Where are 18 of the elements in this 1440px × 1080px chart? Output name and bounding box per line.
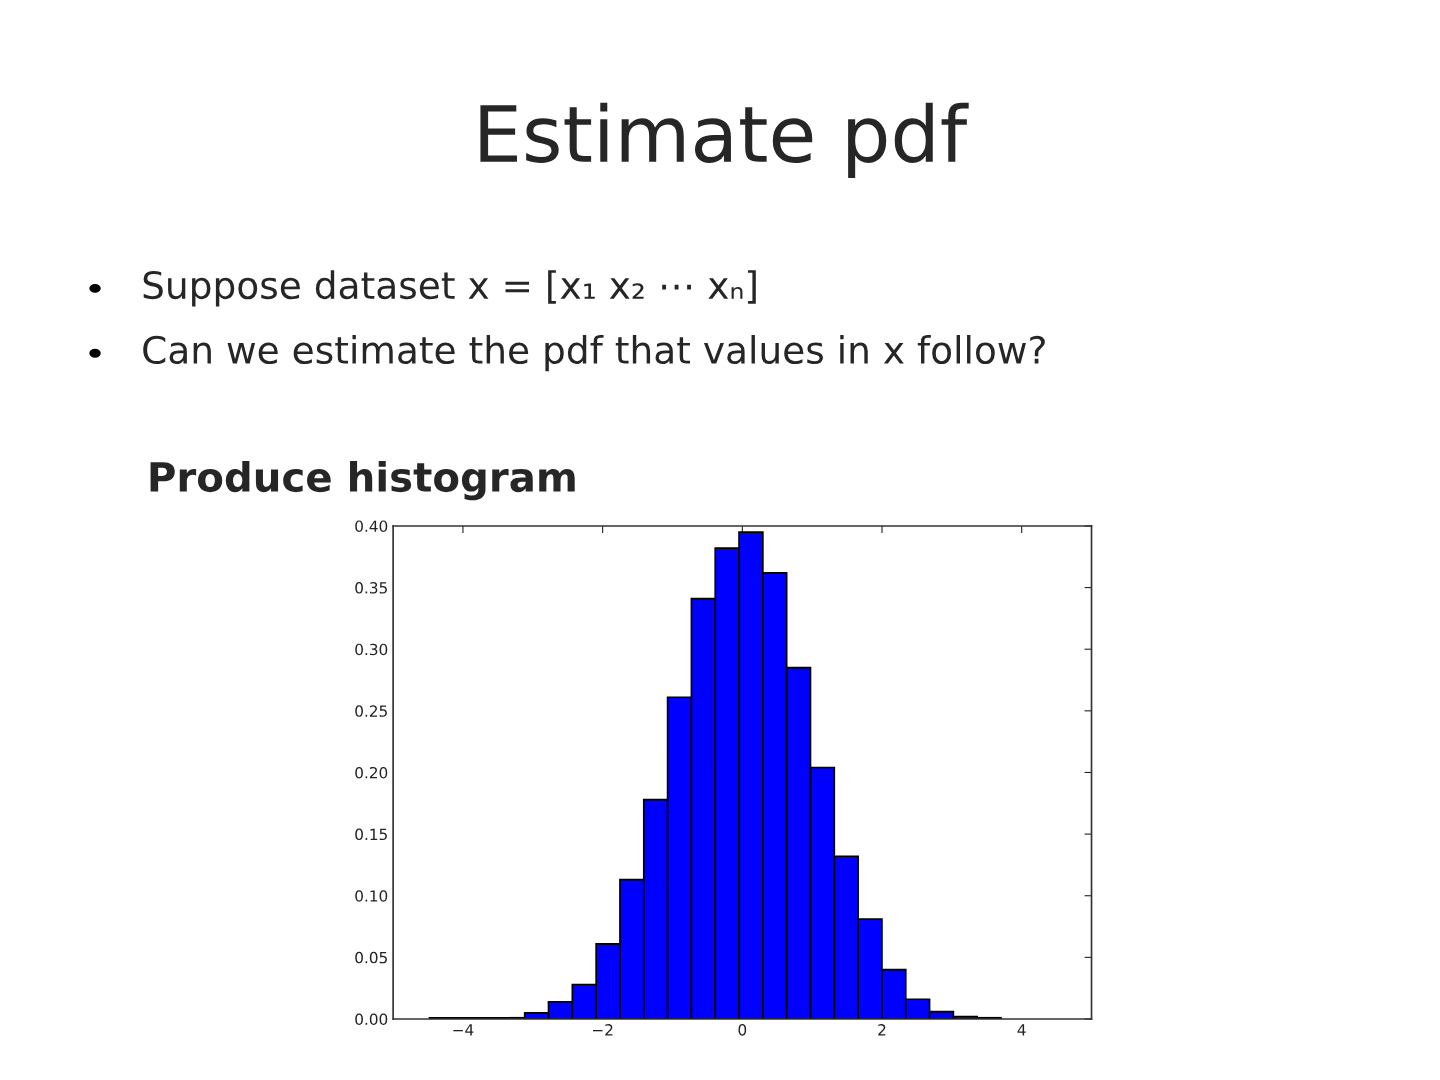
x-tick-label: 2 <box>878 1024 886 1036</box>
text: Suppose dataset x = [x₁ x₂ ⋯ xₙ] <box>143 270 756 307</box>
y-tick-label: 0.20 <box>355 766 388 779</box>
y-tick-label: 0.00 <box>355 1013 388 1025</box>
y-tick-label: 0.25 <box>355 705 387 717</box>
y-tick-label: 0.05 <box>355 951 387 964</box>
x-tick-label: −4 <box>453 1024 474 1036</box>
y-tick-label: 0.10 <box>355 890 388 902</box>
x-tick-label: 4 <box>1017 1024 1026 1036</box>
x-tick-label: 0 <box>738 1024 747 1036</box>
x-tick-label: −2 <box>593 1024 613 1036</box>
y-tick-label: 0.35 <box>355 582 387 594</box>
text: Can we estimate the pdf that values in x follow? <box>143 335 1045 372</box>
y-tick-label: 0.15 <box>355 828 387 841</box>
text: Produce histogram <box>150 460 575 501</box>
y-tick-label: 0.30 <box>355 643 388 656</box>
y-tick-label: 0.40 <box>355 520 388 532</box>
chart-title: Estimate pdf <box>480 102 969 179</box>
